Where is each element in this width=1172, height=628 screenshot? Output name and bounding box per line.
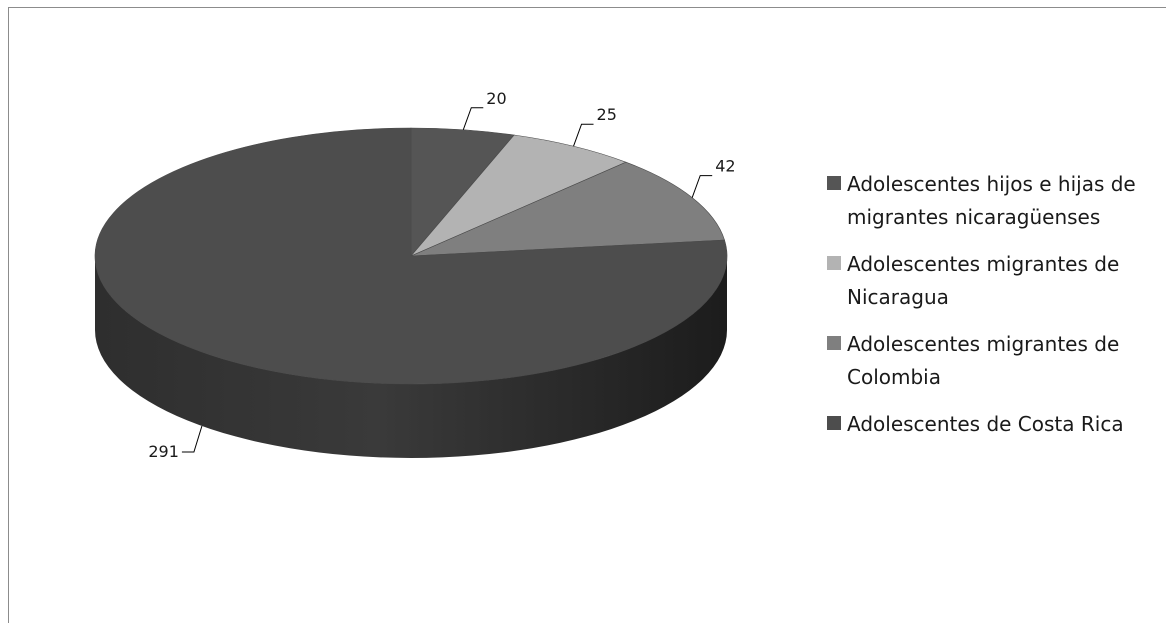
pie-slice: [410, 134, 627, 257]
leader-line: [691, 175, 713, 198]
pie-slice: [94, 127, 728, 385]
data-label: 42: [715, 157, 735, 176]
legend-label: Adolescentes migrantes de Nicaragua: [847, 252, 1120, 309]
legend-item: Adolescentes migrantes de Nicaragua: [827, 248, 1167, 314]
leader-line: [462, 107, 484, 130]
legend-label: Adolescentes de Costa Rica: [847, 412, 1124, 436]
pie-chart: 20 25 42 291: [94, 89, 736, 461]
legend-label: Adolescentes migrantes de Colombia: [847, 332, 1120, 389]
legend-item: Adolescentes hijos e hijas de migrantes …: [827, 168, 1167, 234]
legend-label: Adolescentes hijos e hijas de migrantes …: [847, 172, 1136, 229]
legend-swatch: [827, 416, 841, 430]
legend-swatch: [827, 176, 841, 190]
legend-swatch: [827, 256, 841, 270]
leader-line: [573, 123, 594, 147]
data-label: 25: [597, 105, 617, 124]
pie-side-wall: [95, 256, 727, 458]
leader-line: [181, 425, 203, 453]
chart-frame: [8, 7, 1166, 623]
legend: Adolescentes hijos e hijas de migrantes …: [827, 168, 1167, 455]
legend-swatch: [827, 336, 841, 350]
data-label: 291: [148, 442, 179, 461]
pie-slice: [410, 161, 725, 257]
data-label: 20: [486, 89, 506, 108]
legend-item: Adolescentes de Costa Rica: [827, 408, 1167, 441]
legend-item: Adolescentes migrantes de Colombia: [827, 328, 1167, 394]
